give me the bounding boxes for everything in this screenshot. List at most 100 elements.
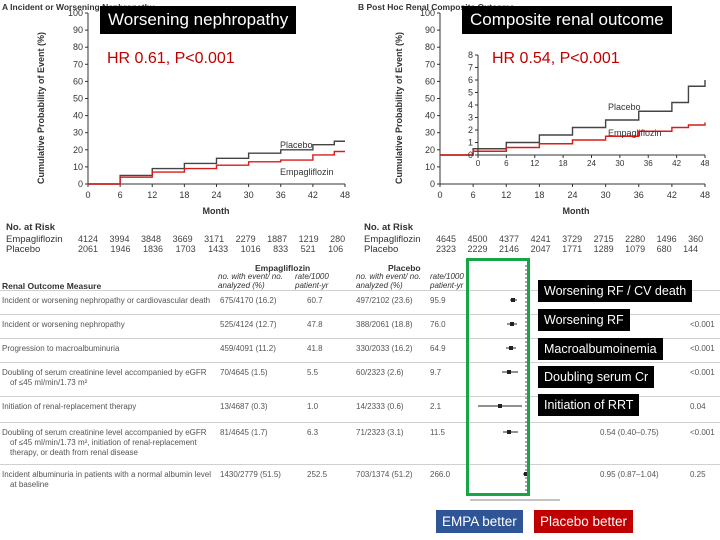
- forest-point: [511, 298, 515, 302]
- pb-inset-xtick-label: 18: [559, 159, 568, 168]
- table-row-measure: of ≤45 ml/min/1.73 m², initiation of ren…: [10, 438, 197, 447]
- pb-inset-ytick-label: 4: [468, 100, 473, 110]
- panel-b-hazard-ratio: HR 0.54, P<0.001: [492, 50, 620, 67]
- table-row-measure: of ≤45 ml/min/1.73 m²: [10, 378, 88, 387]
- table-row-divider: [0, 338, 720, 339]
- panel-a-risk-title: No. at Risk: [6, 222, 56, 233]
- label-worsening-rf-cv-death: Worsening RF / CV death: [538, 280, 693, 302]
- pb-ytick-label: 50: [425, 94, 435, 104]
- table-cell-placebo-events: 330/2033 (16.2): [356, 344, 413, 353]
- pb-ytick-label: 10: [425, 162, 435, 172]
- pb-xtick-label: 12: [501, 190, 511, 200]
- pa-series-empa: [88, 150, 345, 185]
- pa-ytick-label: 30: [73, 128, 83, 138]
- pa-ytick-label: 40: [73, 111, 83, 121]
- table-col-empa: Empagliflozin: [255, 263, 311, 273]
- table-cell-empa-rate: 47.8: [307, 320, 323, 329]
- table-cell-placebo-rate: 76.0: [430, 320, 446, 329]
- empa-favoring-highlight-box: [466, 258, 530, 496]
- pb-inset-xtick-label: 30: [615, 159, 624, 168]
- pa-series-placebo: [88, 140, 345, 185]
- pa-xtick-label: 36: [276, 190, 286, 200]
- pb-inset-ytick-label: 2: [468, 125, 473, 135]
- table-row-measure: Initiation of renal-replacement therapy: [2, 402, 137, 411]
- table-cell-placebo-events: 71/2323 (3.1): [356, 428, 404, 437]
- pa-ytick-label: 100: [68, 8, 83, 18]
- forest-point: [507, 370, 511, 374]
- panel-a-risk-values-placebo: 2061 1946 1836 1703 1433 1016 833 521 10…: [78, 244, 344, 254]
- label-initiation-rrt: Initiation of RRT: [538, 394, 640, 416]
- pb-xtick-label: 6: [471, 190, 476, 200]
- table-cell-placebo-rate: 11.5: [430, 428, 445, 437]
- panel-a-risk-values-empa: 4124 3994 3848 3669 3171 2279 1887 1219 …: [78, 234, 346, 244]
- pa-ytick-label: 50: [73, 94, 83, 104]
- table-row-divider: [0, 422, 720, 423]
- panel-b-empa-label: Empagliflozin: [608, 128, 662, 138]
- table-cell-empa-rate: 6.3: [307, 428, 319, 437]
- panel-b-risk-values-empa: 4645 4500 4377 4241 3729 2715 2280 1496 …: [436, 234, 704, 244]
- pb-xtick-label: 0: [437, 190, 442, 200]
- label-worsening-rf: Worsening RF: [538, 309, 630, 331]
- table-cell-placebo-events: 60/2323 (2.6): [356, 368, 404, 377]
- pa-ytick-label: 80: [73, 42, 83, 52]
- pb-inset-ytick-label: 6: [468, 75, 473, 85]
- panel-a-hazard-ratio: HR 0.61, P<0.001: [107, 50, 235, 67]
- table-cell-hazard-ratio: 0.95 (0.87–1.04): [600, 470, 659, 479]
- empa-better-label: EMPA better: [436, 510, 523, 533]
- pb-ytick-label: 60: [425, 76, 435, 86]
- panel-a-title-banner: Worsening nephropathy: [100, 6, 297, 34]
- pa-xtick-label: 18: [179, 190, 189, 200]
- table-row-divider: [0, 314, 720, 315]
- placebo-better-label: Placebo better: [534, 510, 634, 533]
- panel-a-risk-label-placebo: Placebo: [6, 244, 41, 255]
- table-row-measure: Incident albuminuria in patients with a …: [2, 470, 211, 479]
- table-cell-p-value: <0.001: [690, 344, 715, 353]
- table-row-measure: Doubling of serum creatinine level accom…: [2, 428, 207, 437]
- table-cell-p-value: <0.001: [690, 320, 715, 329]
- forest-plot: [470, 265, 560, 501]
- panel-b-placebo-label: Placebo: [608, 102, 641, 112]
- pb-xtick-label: 18: [534, 190, 544, 200]
- table-cell-empa-rate: 5.5: [307, 368, 319, 377]
- pb-inset-ytick-label: 3: [468, 113, 473, 123]
- panel-b-ylabel: Cumulative Probability of Event (%): [394, 32, 404, 184]
- panel-b-risk-values-placebo: 2323 2229 2146 2047 1771 1289 1079 680 1…: [436, 244, 699, 254]
- table-row-divider: [0, 290, 720, 291]
- pb-ytick-label: 80: [425, 42, 435, 52]
- table-row-measure: at baseline: [10, 480, 49, 489]
- table-cell-placebo-events: 14/2333 (0.6): [356, 402, 404, 411]
- pb-inset-xtick-label: 36: [644, 159, 653, 168]
- table-sub-rate-placebo: rate/1000 patient-yr: [430, 272, 464, 290]
- label-macroalbuminemia: Macroalbumoinemia: [538, 338, 663, 360]
- pb-ytick-label: 90: [425, 25, 435, 35]
- table-cell-empa-events: 70/4645 (1.5): [220, 368, 268, 377]
- label-doubling-serum-cr: Doubling serum Cr: [538, 366, 655, 388]
- pb-inset-xtick-label: 0: [476, 159, 481, 168]
- table-cell-p-value: <0.001: [690, 428, 715, 437]
- table-cell-empa-rate: 1.0: [307, 402, 319, 411]
- table-cell-empa-events: 81/4645 (1.7): [220, 428, 268, 437]
- pa-ytick-label: 0: [78, 179, 83, 189]
- panel-a-header: A Incident or Worsening Nephropathy: [2, 2, 155, 12]
- pb-inset-ytick-label: 8: [468, 50, 473, 60]
- pa-ytick-label: 20: [73, 145, 83, 155]
- table-cell-hazard-ratio: 0.54 (0.40–0.75): [600, 428, 659, 437]
- pa-xtick-label: 30: [244, 190, 254, 200]
- panel-b-header: B Post Hoc Renal Composite Outcome: [358, 2, 515, 12]
- panel-b-risk-label-empa: Empagliflozin: [364, 234, 421, 245]
- table-cell-placebo-events: 388/2061 (18.8): [356, 320, 413, 329]
- table-cell-placebo-rate: 9.7: [430, 368, 442, 377]
- pa-xtick-label: 42: [308, 190, 318, 200]
- pb-xtick-label: 36: [634, 190, 644, 200]
- table-cell-p-value: 0.04: [690, 402, 706, 411]
- pb-inset-ytick-label: 5: [468, 88, 473, 98]
- pa-ytick-label: 60: [73, 76, 83, 86]
- pb-xtick-label: 48: [700, 190, 710, 200]
- table-col-placebo: Placebo: [388, 263, 421, 273]
- pb-inset-ytick-label: 7: [468, 63, 473, 73]
- pb-ytick-label: 20: [425, 145, 435, 155]
- table-row-divider: [0, 464, 720, 465]
- panel-a-placebo-label: Placebo: [280, 140, 313, 150]
- pb-inset-xtick-label: 24: [587, 159, 596, 168]
- table-sub-events-empa: no. with event/ no. analyzed (%): [218, 272, 283, 290]
